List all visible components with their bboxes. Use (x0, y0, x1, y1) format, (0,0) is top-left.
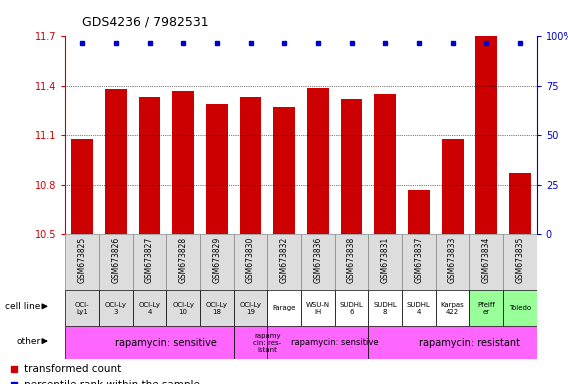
Bar (172, 91, 194, 234)
Text: OCI-
Ly1: OCI- Ly1 (75, 302, 90, 314)
Text: OCI-Ly
4: OCI-Ly 4 (139, 302, 161, 314)
Bar (71, 139, 93, 234)
Text: GSM673837: GSM673837 (415, 237, 423, 283)
Text: Pfeiff
er: Pfeiff er (477, 302, 495, 314)
Text: cell line: cell line (5, 302, 40, 311)
Text: SUDHL
6: SUDHL 6 (340, 302, 364, 314)
Bar (233, 290, 268, 326)
Bar (166, 290, 200, 326)
Bar (99, 290, 133, 326)
Bar (133, 290, 166, 326)
Bar (436, 290, 469, 326)
Text: OCI-Ly
3: OCI-Ly 3 (105, 302, 127, 314)
Text: SUDHL
4: SUDHL 4 (407, 302, 431, 314)
Text: GSM673826: GSM673826 (111, 237, 120, 283)
Bar (268, 234, 301, 290)
Bar (65, 290, 99, 326)
Text: OCI-Ly
10: OCI-Ly 10 (172, 302, 194, 314)
Text: GSM673830: GSM673830 (246, 237, 255, 283)
Bar (105, 89, 127, 234)
Bar (65, 234, 99, 290)
Bar (133, 234, 166, 290)
Text: GSM673834: GSM673834 (482, 237, 491, 283)
Bar (240, 98, 261, 234)
Bar (341, 99, 362, 234)
Bar (469, 290, 503, 326)
Text: GSM673836: GSM673836 (314, 237, 323, 283)
Bar (469, 234, 503, 290)
Bar (503, 290, 537, 326)
Text: rapamycin: sensitive: rapamycin: sensitive (115, 338, 218, 348)
Text: GSM673838: GSM673838 (347, 237, 356, 283)
Bar (442, 139, 463, 234)
Text: OCI-Ly
19: OCI-Ly 19 (240, 302, 261, 314)
Text: WSU-N
IH: WSU-N IH (306, 302, 330, 314)
Bar (374, 94, 396, 234)
Bar (369, 234, 402, 290)
Bar (206, 104, 228, 234)
Bar (369, 290, 402, 326)
Bar (402, 290, 436, 326)
Bar (166, 234, 200, 290)
Text: GSM673825: GSM673825 (78, 237, 87, 283)
Text: GSM673833: GSM673833 (448, 237, 457, 283)
Bar (402, 234, 436, 290)
Text: Karpas
422: Karpas 422 (441, 302, 465, 314)
Text: rapamycin: sensitive: rapamycin: sensitive (291, 338, 378, 347)
Bar (200, 234, 233, 290)
Text: GDS4236 / 7982531: GDS4236 / 7982531 (82, 15, 209, 28)
Text: transformed count: transformed count (24, 364, 121, 374)
Bar (503, 234, 537, 290)
Text: GSM673831: GSM673831 (381, 237, 390, 283)
Bar (233, 234, 268, 290)
Bar (301, 290, 335, 326)
Bar (273, 108, 295, 234)
Bar (335, 234, 369, 290)
Bar (369, 326, 537, 359)
Bar (99, 234, 133, 290)
Bar (268, 290, 301, 326)
Text: rapamy
cin: res-
istant: rapamy cin: res- istant (253, 333, 281, 353)
Bar (408, 190, 430, 234)
Text: Toledo: Toledo (509, 305, 531, 311)
Text: GSM673829: GSM673829 (212, 237, 222, 283)
Text: Farage: Farage (273, 305, 296, 311)
Bar (436, 234, 469, 290)
Bar (335, 290, 369, 326)
Text: other: other (16, 337, 40, 346)
Bar (307, 88, 329, 234)
Bar (509, 173, 531, 234)
Text: GSM673832: GSM673832 (279, 237, 289, 283)
Bar (139, 98, 160, 234)
Text: GSM673835: GSM673835 (515, 237, 524, 283)
Text: SUDHL
8: SUDHL 8 (373, 302, 397, 314)
Text: percentile rank within the sample: percentile rank within the sample (24, 380, 200, 384)
Bar (475, 36, 497, 234)
Text: rapamycin: resistant: rapamycin: resistant (419, 338, 520, 348)
Text: GSM673828: GSM673828 (179, 237, 187, 283)
Bar (233, 326, 268, 359)
Text: GSM673827: GSM673827 (145, 237, 154, 283)
Bar (200, 290, 233, 326)
Bar (268, 326, 369, 359)
Bar (301, 234, 335, 290)
Bar (65, 326, 233, 359)
Text: OCI-Ly
18: OCI-Ly 18 (206, 302, 228, 314)
